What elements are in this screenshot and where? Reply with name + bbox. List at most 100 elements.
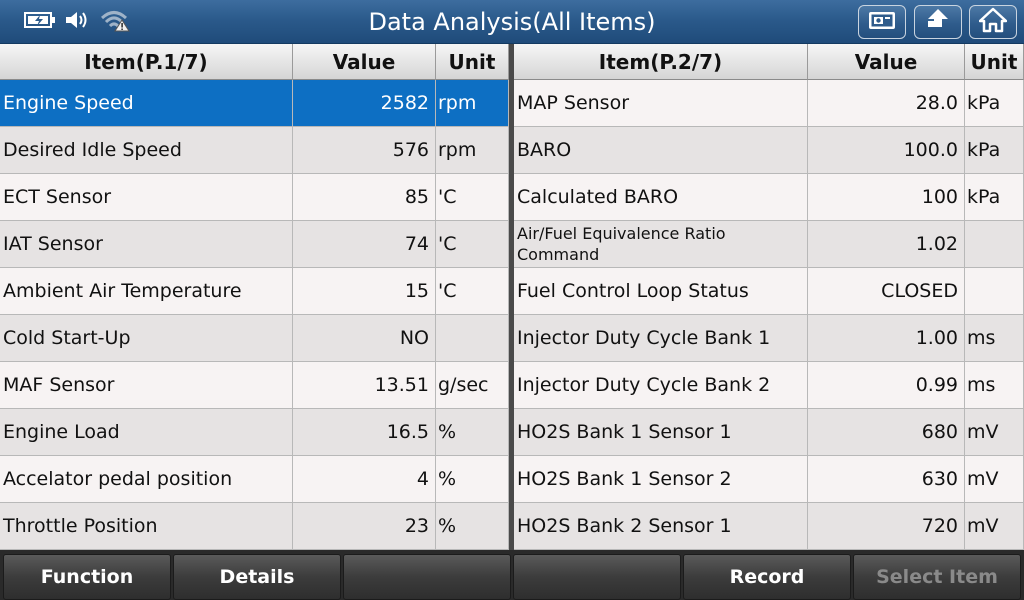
table-row[interactable]: Cold Start-Up NO — [0, 315, 509, 362]
cell-value: 630 — [808, 456, 965, 503]
cell-value: 1.00 — [808, 315, 965, 362]
title-bar: Data Analysis(All Items) — [0, 0, 1024, 44]
cell-value: CLOSED — [808, 268, 965, 315]
right-data-table: Item(P.2/7) Value Unit MAP Sensor 28.0 kPa… — [514, 44, 1024, 550]
table-row[interactable]: BARO 100.0 kPa — [514, 127, 1024, 174]
cell-value: 13.51 — [293, 362, 436, 409]
empty-button-3[interactable] — [343, 554, 511, 600]
cell-item-name: Throttle Position — [0, 503, 293, 550]
column-header-unit[interactable]: Unit — [436, 44, 509, 80]
table-row[interactable]: Ambient Air Temperature 15 'C — [0, 268, 509, 315]
cell-item-name: Injector Duty Cycle Bank 2 — [514, 362, 808, 409]
record-button[interactable]: Record — [683, 554, 851, 600]
table-row[interactable]: IAT Sensor 74 'C — [0, 221, 509, 268]
cell-item-name: Cold Start-Up — [0, 315, 293, 362]
cell-unit: ms — [965, 362, 1024, 409]
details-button[interactable]: Details — [173, 554, 341, 600]
cell-item-name: BARO — [514, 127, 808, 174]
wifi-warning-icon[interactable] — [100, 8, 130, 36]
table-row[interactable]: Fuel Control Loop Status CLOSED — [514, 268, 1024, 315]
table-row[interactable]: Throttle Position 23% — [0, 503, 509, 550]
table-row[interactable]: MAF Sensor 13.51 g/sec — [0, 362, 509, 409]
cell-unit: rpm — [436, 127, 509, 174]
cell-item-name: Desired Idle Speed — [0, 127, 293, 174]
cell-value: 74 — [293, 221, 436, 268]
cell-unit: rpm — [436, 80, 509, 127]
speaker-volume-icon[interactable] — [64, 9, 92, 35]
cell-unit: 'C — [436, 268, 509, 315]
table-row[interactable]: Accelator pedal position 4% — [0, 456, 509, 503]
battery-charging-icon — [24, 11, 56, 33]
cell-item-name: HO2S Bank 2 Sensor 1 — [514, 503, 808, 550]
cell-value: 4 — [293, 456, 436, 503]
cell-value: 28.0 — [808, 80, 965, 127]
status-icons — [24, 8, 138, 36]
cell-item-name: Accelator pedal position — [0, 456, 293, 503]
cell-unit: mV — [965, 503, 1024, 550]
cell-item-name: Fuel Control Loop Status — [514, 268, 808, 315]
select-item-button[interactable]: Select Item — [853, 554, 1021, 600]
cell-value: 680 — [808, 409, 965, 456]
cell-value: 0.99 — [808, 362, 965, 409]
cell-item-name: ECT Sensor — [0, 174, 293, 221]
data-table-area: Item(P.1/7) Value Unit Engine Speed 2582 r… — [0, 44, 1024, 550]
cell-unit — [436, 315, 509, 362]
cell-item-name: Injector Duty Cycle Bank 1 — [514, 315, 808, 362]
column-header-item[interactable]: Item(P.1/7) — [0, 44, 293, 80]
cell-unit: kPa — [965, 80, 1024, 127]
cell-item-name: HO2S Bank 1 Sensor 2 — [514, 456, 808, 503]
cell-value: 85 — [293, 174, 436, 221]
cell-item-name: HO2S Bank 1 Sensor 1 — [514, 409, 808, 456]
cell-unit: mV — [965, 409, 1024, 456]
cell-unit: mV — [965, 456, 1024, 503]
cell-value: 576 — [293, 127, 436, 174]
cell-unit — [965, 268, 1024, 315]
cell-value: 100.0 — [808, 127, 965, 174]
cell-unit: % — [436, 456, 509, 503]
table-row[interactable]: ECT Sensor 85 'C — [0, 174, 509, 221]
cell-unit: g/sec — [436, 362, 509, 409]
cell-item-name: MAF Sensor — [0, 362, 293, 409]
cell-item-name: IAT Sensor — [0, 221, 293, 268]
cell-unit: kPa — [965, 174, 1024, 221]
table-row[interactable]: MAP Sensor 28.0 kPa — [514, 80, 1024, 127]
table-divider — [509, 44, 514, 550]
home-icon — [978, 7, 1008, 37]
back-button[interactable] — [914, 5, 962, 39]
column-header-item[interactable]: Item(P.2/7) — [514, 44, 808, 80]
cell-value: 100 — [808, 174, 965, 221]
cell-unit: 'C — [436, 174, 509, 221]
empty-button-4[interactable] — [513, 554, 681, 600]
cell-unit: 'C — [436, 221, 509, 268]
cell-value: 23 — [293, 503, 436, 550]
table-row[interactable]: HO2S Bank 1 Sensor 1 680 mV — [514, 409, 1024, 456]
cell-item-name: Calculated BARO — [514, 174, 808, 221]
cell-item-name: Engine Speed — [0, 80, 293, 127]
table-row[interactable]: Calculated BARO 100 kPa — [514, 174, 1024, 221]
table-row[interactable]: Engine Speed 2582 rpm — [0, 80, 509, 127]
cell-value: 1.02 — [808, 221, 965, 268]
cell-unit: ms — [965, 315, 1024, 362]
home-button[interactable] — [969, 5, 1017, 39]
column-header-value[interactable]: Value — [808, 44, 965, 80]
column-header-unit[interactable]: Unit — [965, 44, 1024, 80]
table-row[interactable]: Injector Duty Cycle Bank 2 0.99 ms — [514, 362, 1024, 409]
cell-unit: kPa — [965, 127, 1024, 174]
cell-value: 720 — [808, 503, 965, 550]
table-row[interactable]: Engine Load 16.5% — [0, 409, 509, 456]
cell-item-name: Air/Fuel Equivalence Ratio Command — [514, 221, 808, 268]
column-header-value[interactable]: Value — [293, 44, 436, 80]
table-row[interactable]: Air/Fuel Equivalence Ratio Command 1.02 — [514, 221, 1024, 268]
table-row[interactable]: Desired Idle Speed 576 rpm — [0, 127, 509, 174]
table-row[interactable]: HO2S Bank 2 Sensor 1 720 mV — [514, 503, 1024, 550]
table-row[interactable]: Injector Duty Cycle Bank 1 1.00 ms — [514, 315, 1024, 362]
function-bar: Function Details Record Select Item — [0, 550, 1024, 600]
screenshot-button[interactable] — [858, 5, 906, 39]
function-button[interactable]: Function — [3, 554, 171, 600]
cell-unit — [965, 221, 1024, 268]
table-row[interactable]: HO2S Bank 1 Sensor 2 630 mV — [514, 456, 1024, 503]
table-header: Item(P.2/7) Value Unit — [514, 44, 1024, 80]
cell-value: NO — [293, 315, 436, 362]
cell-value: 16.5 — [293, 409, 436, 456]
cell-unit: % — [436, 503, 509, 550]
